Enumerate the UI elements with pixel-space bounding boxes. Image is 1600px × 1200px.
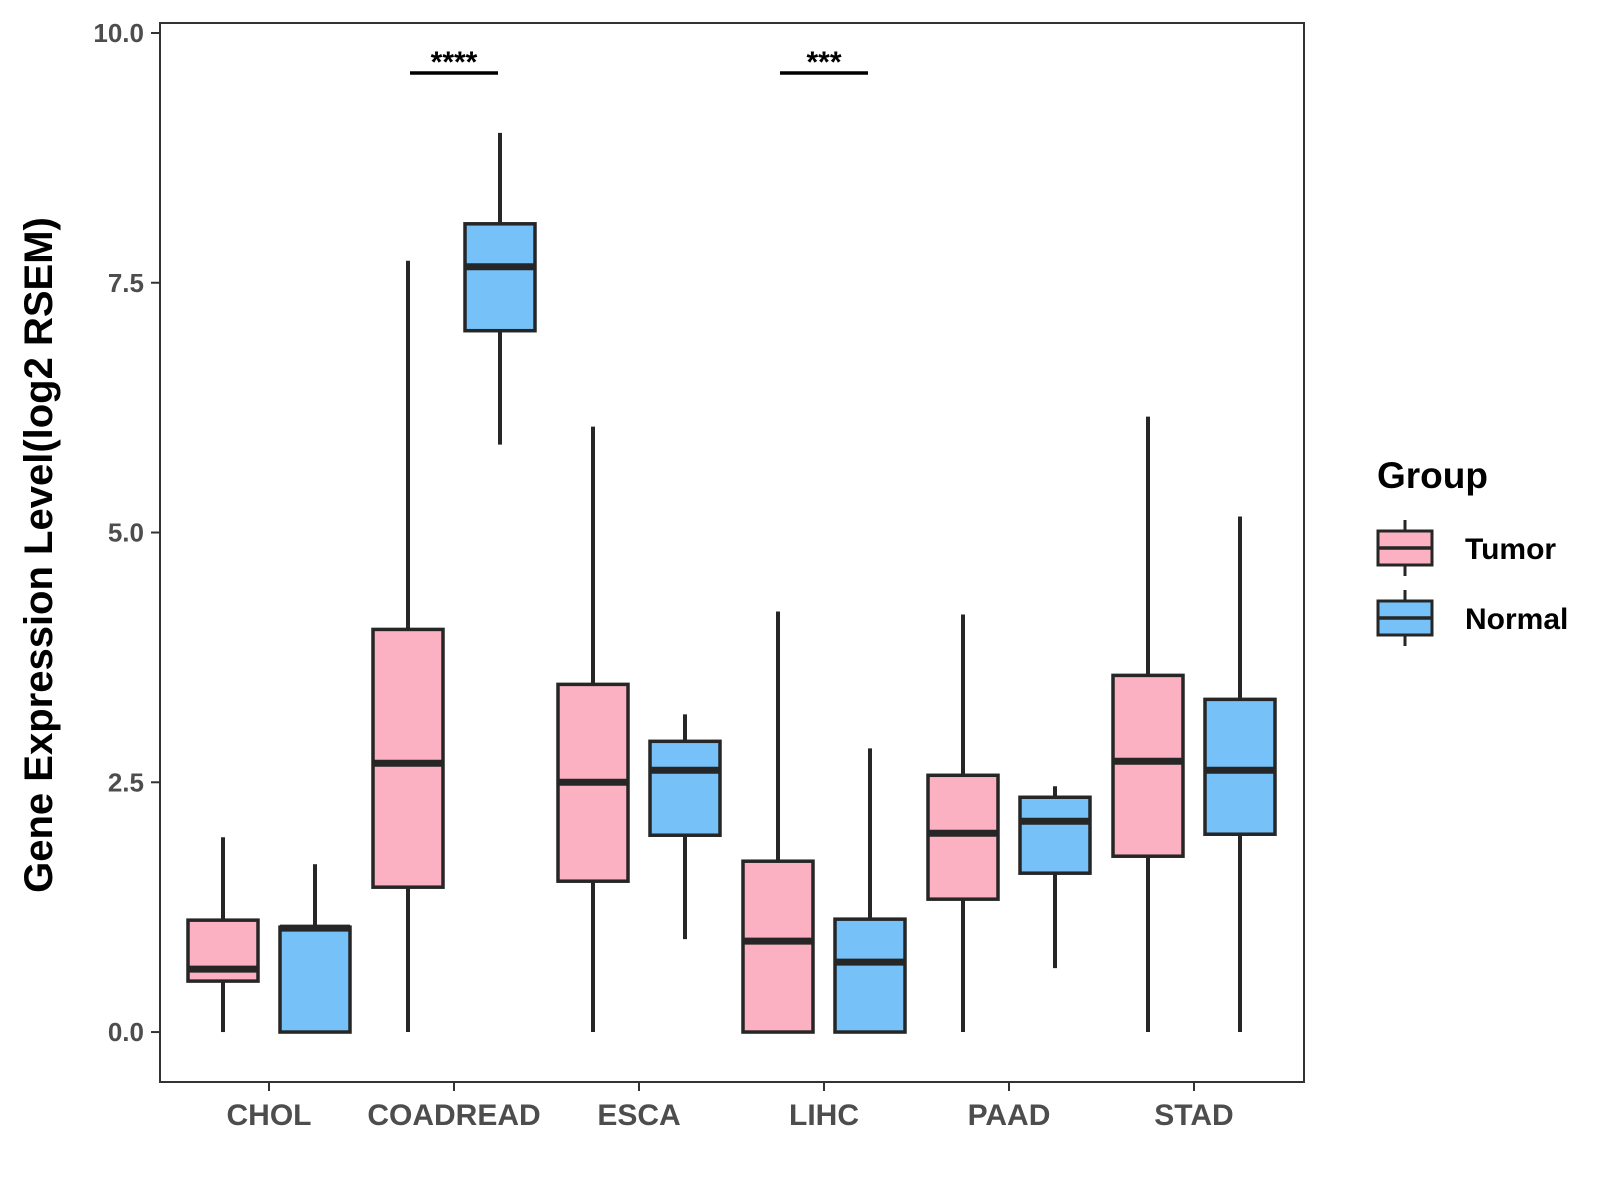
legend-title: Group [1377, 455, 1488, 496]
y-tick-label: 10.0 [93, 18, 144, 48]
legend-label-normal: Normal [1465, 603, 1568, 636]
significance-label: **** [431, 46, 478, 79]
box-iqr [833, 917, 907, 1034]
x-tick-label: ESCA [597, 1099, 680, 1132]
box-normal-paad [1018, 786, 1092, 969]
box-iqr [278, 925, 352, 1034]
box-normal-chol [278, 864, 352, 1034]
legend-label-tumor: Tumor [1465, 533, 1556, 566]
box-iqr [371, 627, 445, 889]
y-tick-label: 0.0 [108, 1017, 144, 1047]
y-tick-label: 7.5 [108, 268, 144, 298]
box-normal-esca [648, 714, 722, 940]
y-tick-label: 2.5 [108, 767, 144, 797]
x-tick-label: CHOL [227, 1099, 312, 1132]
box-normal-stad [1203, 516, 1277, 1033]
box-iqr [463, 222, 537, 333]
box-normal-coadread [463, 132, 537, 445]
x-tick-label: STAD [1154, 1099, 1233, 1132]
box-tumor-stad [1111, 416, 1185, 1033]
box-iqr [648, 739, 722, 837]
y-axis: 0.0 2.5 5.0 7.5 10.0 [93, 18, 160, 1047]
box-normal-lihc [833, 748, 907, 1034]
box-tumor-esca [556, 426, 630, 1033]
y-tick-label: 5.0 [108, 518, 144, 548]
plot-panel-border [159, 22, 1305, 1083]
box-tumor-chol [186, 837, 260, 1033]
x-tick-label: LIHC [789, 1099, 859, 1132]
box-layer [186, 132, 1277, 1034]
box-iqr [741, 859, 815, 1034]
legend: Group Tumor Normal [1376, 455, 1568, 646]
box-iqr [926, 773, 1000, 901]
x-tick-label: PAAD [968, 1099, 1051, 1132]
box-iqr [1111, 673, 1185, 858]
y-axis-label: Gene Expression Level(log2 RSEM) [17, 217, 61, 893]
box-tumor-paad [926, 614, 1000, 1033]
x-axis: CHOL COADREAD ESCA LIHC PAAD STAD [227, 1082, 1234, 1132]
x-tick-label: COADREAD [367, 1099, 540, 1132]
box-tumor-coadread [371, 260, 445, 1033]
significance-annotations: **** *** [410, 46, 868, 79]
significance-label: *** [806, 46, 841, 79]
box-tumor-lihc [741, 611, 815, 1034]
box-iqr [1018, 795, 1092, 875]
